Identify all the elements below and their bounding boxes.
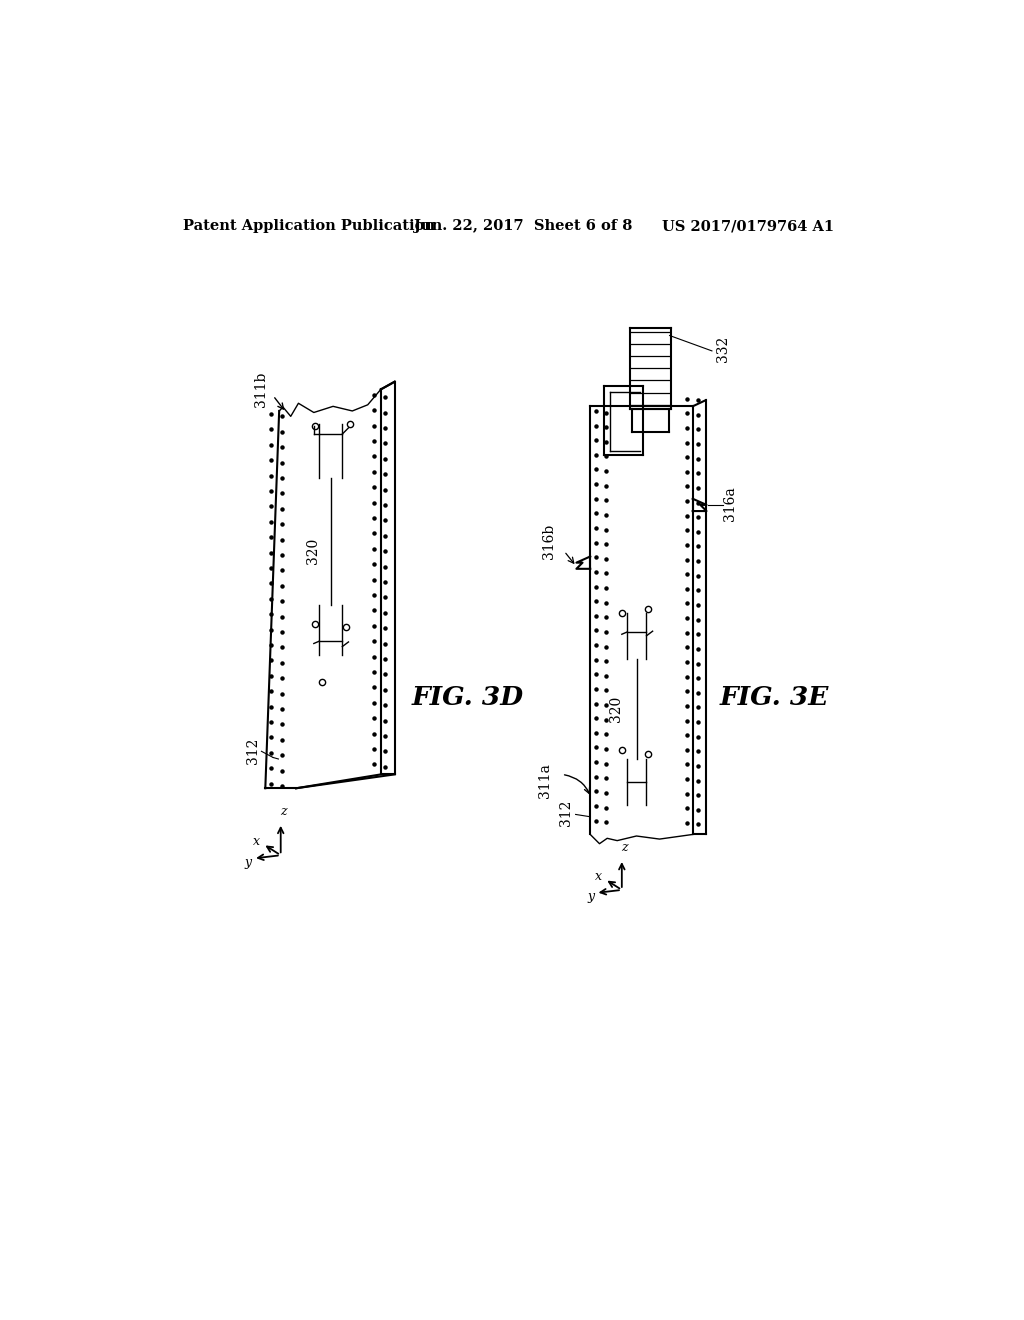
Text: 316b: 316b [543, 524, 556, 558]
Text: x: x [595, 870, 602, 883]
Text: y: y [587, 890, 594, 903]
Text: US 2017/0179764 A1: US 2017/0179764 A1 [662, 219, 834, 234]
Text: Patent Application Publication: Patent Application Publication [183, 219, 435, 234]
Text: 332: 332 [716, 337, 730, 363]
Text: z: z [622, 841, 628, 854]
Text: 312: 312 [246, 738, 260, 764]
Text: 312: 312 [559, 800, 573, 826]
Text: FIG. 3D: FIG. 3D [412, 685, 523, 710]
Text: y: y [245, 855, 252, 869]
Text: FIG. 3E: FIG. 3E [720, 685, 829, 710]
Text: Jun. 22, 2017  Sheet 6 of 8: Jun. 22, 2017 Sheet 6 of 8 [414, 219, 632, 234]
Text: 320: 320 [608, 696, 623, 722]
Text: z: z [281, 805, 287, 818]
Text: 311a: 311a [538, 763, 552, 799]
Text: 311b: 311b [254, 372, 267, 407]
Text: 316a: 316a [724, 486, 737, 520]
Text: 320: 320 [306, 539, 321, 564]
Text: x: x [253, 836, 260, 849]
